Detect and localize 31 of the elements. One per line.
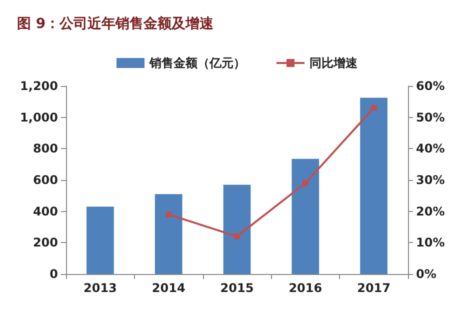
y-tick-label: 0 bbox=[50, 267, 58, 281]
y2-tick-label: 40% bbox=[416, 142, 445, 156]
bar bbox=[360, 98, 388, 274]
legend-label: 同比增速 bbox=[310, 56, 358, 70]
y2-tick-label: 30% bbox=[416, 173, 445, 187]
y2-tick-label: 20% bbox=[416, 204, 445, 218]
y-tick-label: 200 bbox=[32, 236, 58, 250]
y-tick-label: 1,200 bbox=[20, 79, 58, 93]
y2-tick-label: 50% bbox=[416, 110, 445, 124]
y-tick-label: 600 bbox=[32, 173, 58, 187]
bar bbox=[223, 184, 251, 274]
x-tick-label: 2016 bbox=[288, 281, 322, 295]
point bbox=[234, 233, 240, 240]
legend-label: 销售金额（亿元） bbox=[148, 56, 246, 70]
bar bbox=[154, 194, 182, 274]
y2-tick-label: 10% bbox=[416, 236, 445, 250]
y2-tick-label: 0% bbox=[416, 267, 436, 281]
x-tick-label: 2014 bbox=[152, 281, 186, 295]
point bbox=[370, 104, 377, 111]
y2-tick-label: 60% bbox=[416, 79, 445, 93]
point bbox=[302, 180, 308, 186]
y-tick-label: 1,000 bbox=[20, 110, 58, 124]
x-tick-label: 2015 bbox=[220, 281, 254, 295]
point bbox=[166, 211, 172, 218]
bar bbox=[86, 206, 114, 274]
chart-title: 图 9：公司近年销售金额及增速 bbox=[17, 15, 215, 32]
y-tick-label: 800 bbox=[32, 142, 58, 156]
y-tick-label: 400 bbox=[32, 204, 58, 218]
x-tick-label: 2013 bbox=[83, 281, 117, 295]
bar bbox=[292, 158, 320, 274]
x-tick-label: 2017 bbox=[357, 281, 391, 295]
